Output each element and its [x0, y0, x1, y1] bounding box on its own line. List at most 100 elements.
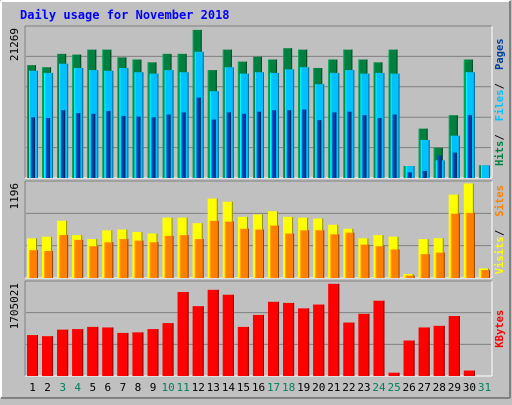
x-label-day-23: 23	[357, 381, 370, 394]
x-label-day-11: 11	[177, 381, 190, 394]
y-axis-max-label: 21269	[8, 28, 21, 61]
bar-sites-day-25	[390, 249, 400, 278]
bar-kbytes-day-13	[207, 289, 219, 376]
x-label-day-1: 1	[29, 381, 36, 394]
x-label-day-27: 27	[418, 381, 431, 394]
bar-sites-day-1	[29, 250, 38, 278]
x-label-day-16: 16	[252, 381, 265, 394]
bar-kbytes-day-18	[283, 302, 295, 376]
bar-kbytes-day-24	[373, 300, 385, 376]
x-label-day-22: 22	[342, 381, 355, 394]
bar-sites-day-2	[44, 250, 54, 278]
bar-kbytes-day-27	[418, 327, 430, 376]
bar-kbytes-day-23	[358, 313, 370, 376]
x-label-day-12: 12	[192, 381, 205, 394]
bar-kbytes-day-10	[162, 323, 174, 376]
bar-kbytes-day-8	[132, 332, 144, 376]
legend-separator: /	[494, 83, 506, 89]
bar-sites-day-5	[89, 246, 99, 278]
bar-kbytes-day-22	[343, 322, 355, 376]
x-label-day-7: 7	[120, 381, 127, 394]
bar-pages-day-25	[392, 114, 397, 178]
bar-sites-day-18	[285, 233, 295, 278]
x-label-day-8: 8	[135, 381, 142, 394]
bar-pages-day-5	[91, 113, 96, 178]
legend-label-visits: Visits	[494, 236, 506, 274]
bar-kbytes-day-19	[298, 308, 310, 376]
bar-pages-day-9	[151, 117, 156, 178]
bar-sites-day-13	[209, 220, 219, 278]
bar-kbytes-day-9	[147, 329, 159, 376]
x-label-day-24: 24	[372, 381, 386, 394]
x-label-day-6: 6	[105, 381, 112, 394]
bar-sites-day-16	[254, 229, 264, 278]
bar-pages-day-4	[76, 113, 81, 178]
bar-kbytes-day-5	[87, 326, 99, 376]
x-label-day-28: 28	[433, 381, 446, 394]
x-label-day-17: 17	[267, 381, 280, 394]
x-label-day-29: 29	[448, 381, 461, 394]
bar-sites-day-3	[59, 235, 69, 278]
x-label-day-26: 26	[403, 381, 416, 394]
bar-sites-day-14	[224, 221, 234, 278]
panel-legend: Hits / Files / Pages	[494, 38, 506, 166]
bar-pages-day-15	[241, 113, 246, 178]
panel-1: 21269 Hits / Files / Pages	[8, 25, 506, 179]
bar-sites-day-27	[420, 254, 430, 278]
x-label-day-15: 15	[237, 381, 250, 394]
bar-kbytes-day-7	[117, 332, 129, 376]
legend-separator: /	[494, 230, 506, 236]
bar-kbytes-day-30	[463, 370, 475, 376]
panel-2: 1196 Visits / Sites	[8, 180, 506, 279]
bar-pages-day-19	[302, 109, 307, 178]
bar-kbytes-day-20	[313, 304, 325, 376]
bar-sites-day-20	[315, 230, 325, 278]
bar-pages-day-11	[181, 112, 186, 178]
x-label-day-20: 20	[312, 381, 325, 394]
bar-sites-day-31	[480, 270, 490, 278]
bar-kbytes-day-28	[433, 325, 445, 376]
bar-kbytes-day-2	[42, 336, 54, 376]
bar-pages-day-2	[46, 118, 51, 178]
bar-kbytes-day-17	[268, 301, 280, 376]
bar-kbytes-day-16	[252, 314, 264, 376]
bar-pages-day-23	[362, 115, 367, 178]
bar-pages-day-22	[347, 111, 352, 178]
x-label-day-2: 2	[44, 381, 51, 394]
bar-sites-day-17	[270, 225, 280, 278]
bar-files-day-26	[405, 166, 415, 178]
bar-pages-day-12	[196, 97, 201, 178]
bar-pages-day-6	[106, 111, 111, 178]
bar-pages-day-20	[317, 120, 322, 178]
legend-label-pages: Pages	[494, 38, 506, 70]
bar-sites-day-30	[465, 212, 475, 278]
bar-pages-day-21	[332, 112, 337, 178]
bar-pages-day-13	[211, 119, 216, 178]
x-label-day-13: 13	[207, 381, 220, 394]
bar-pages-day-3	[61, 110, 66, 178]
bar-pages-day-8	[136, 116, 141, 178]
bar-sites-day-26	[405, 275, 415, 278]
bar-pages-day-17	[272, 110, 277, 178]
bar-pages-day-26	[407, 172, 412, 178]
bar-kbytes-day-3	[57, 329, 69, 376]
x-label-day-19: 19	[297, 381, 310, 394]
x-axis-labels: 1 2 3 4 5 6 7 8 9 10 11 12 13 14 15 16 17 18 19 20 21 22 23 24 2…	[29, 381, 491, 394]
x-label-day-21: 21	[327, 381, 340, 394]
x-label-day-18: 18	[282, 381, 295, 394]
bar-sites-day-29	[450, 213, 460, 278]
bar-files-day-27	[420, 139, 430, 178]
bar-kbytes-day-1	[27, 335, 38, 376]
x-label-day-31: 31	[478, 381, 491, 394]
chart-title: Daily usage for November 2018	[20, 8, 230, 22]
x-label-day-10: 10	[161, 381, 174, 394]
bar-kbytes-day-14	[222, 294, 234, 376]
bar-sites-day-9	[149, 242, 159, 278]
bar-sites-day-6	[104, 242, 114, 278]
y-axis-max-label: 1196	[8, 183, 21, 210]
bar-sites-day-23	[360, 244, 370, 278]
bar-sites-day-24	[375, 246, 385, 278]
bar-sites-day-8	[134, 240, 144, 278]
